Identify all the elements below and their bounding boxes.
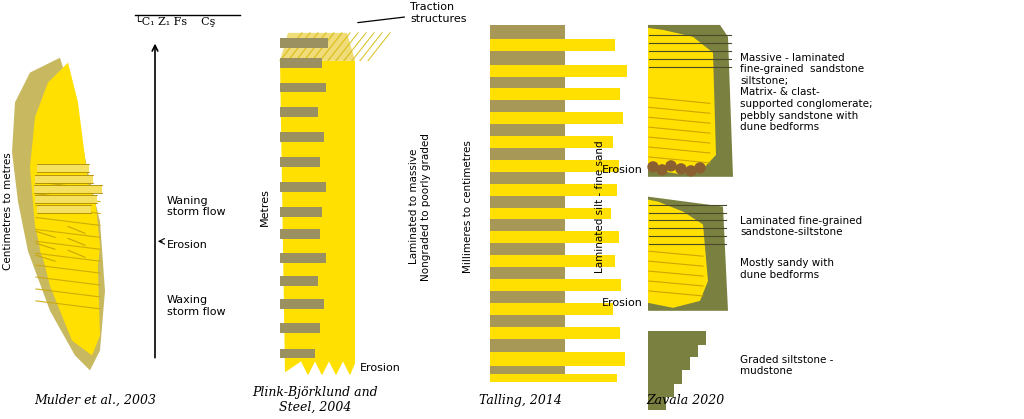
Bar [490,25,565,382]
Bar [280,276,318,286]
Bar [490,327,620,339]
Text: Erosion: Erosion [167,240,208,250]
Bar [648,370,682,384]
Bar [280,132,324,142]
Bar [490,65,627,77]
Bar [280,157,319,167]
Bar [280,107,318,117]
Polygon shape [12,58,105,370]
Bar [280,58,322,67]
Bar [648,357,690,370]
Bar [35,195,97,203]
Text: Metres: Metres [260,188,270,225]
Bar [490,279,621,291]
Text: Massive - laminated
fine-grained  sandstone
siltstone;
Matrix- & clast-
supporte: Massive - laminated fine-grained sandsto… [740,53,872,132]
Bar [648,331,706,344]
Bar [280,83,326,93]
Polygon shape [648,197,728,311]
Text: Graded siltstone -
mudstone: Graded siltstone - mudstone [740,354,834,376]
Bar [490,160,618,172]
Bar [37,204,91,212]
Text: Erosion: Erosion [602,165,643,175]
Bar [490,136,613,148]
Bar [280,253,326,263]
Bar [280,207,322,217]
Text: Centimetres to metres: Centimetres to metres [3,153,13,270]
Polygon shape [648,25,733,177]
Circle shape [676,164,686,174]
Text: Mostly sandy with
dune bedforms: Mostly sandy with dune bedforms [740,259,834,280]
Bar [490,352,625,366]
Text: Mulder et al., 2003: Mulder et al., 2003 [34,393,156,407]
Circle shape [657,165,667,175]
Text: Zavala 2020: Zavala 2020 [646,393,724,407]
Text: Laminated fine-grained
sandstone-siltstone: Laminated fine-grained sandstone-siltsto… [740,216,862,237]
Polygon shape [648,199,708,308]
Circle shape [695,163,705,173]
Polygon shape [648,28,716,174]
Bar [490,88,620,101]
Bar [280,323,319,333]
Text: Talling, 2014: Talling, 2014 [478,393,561,407]
Bar [648,344,698,357]
Text: Erosion: Erosion [602,298,643,308]
Text: Waxing
storm flow: Waxing storm flow [167,295,225,317]
Bar [280,182,326,192]
Bar [35,175,93,183]
Circle shape [666,161,676,171]
Bar [490,374,617,382]
Bar [490,207,611,220]
Bar [490,184,617,196]
Bar [280,230,319,239]
Polygon shape [30,63,100,355]
Text: └C₁ Z₁ Fs    Cş: └C₁ Z₁ Fs Cş [135,15,215,27]
Polygon shape [280,61,355,375]
Text: Millimeres to centimetres: Millimeres to centimetres [463,140,473,273]
Bar [37,164,89,172]
Bar [280,349,315,358]
Polygon shape [35,177,100,311]
Bar [490,255,615,267]
Bar [490,231,618,243]
Bar [490,39,615,51]
Text: Erosion: Erosion [360,363,400,373]
Polygon shape [280,33,355,61]
Text: Laminated to massive
Nongraded to poorly graded: Laminated to massive Nongraded to poorly… [410,133,431,281]
Text: Plink-Björklund and
Steel, 2004: Plink-Björklund and Steel, 2004 [252,386,378,414]
Bar [648,383,674,397]
Bar [280,38,328,48]
Bar [280,299,324,309]
Bar [490,303,613,315]
Bar [648,396,666,410]
Text: Traction
structures: Traction structures [357,2,467,24]
Text: Laminated silt - fine sand: Laminated silt - fine sand [595,140,605,273]
Bar [34,185,102,193]
Circle shape [648,162,658,172]
Text: Waning
storm flow: Waning storm flow [167,196,225,217]
Circle shape [686,166,696,176]
Bar [490,112,623,124]
